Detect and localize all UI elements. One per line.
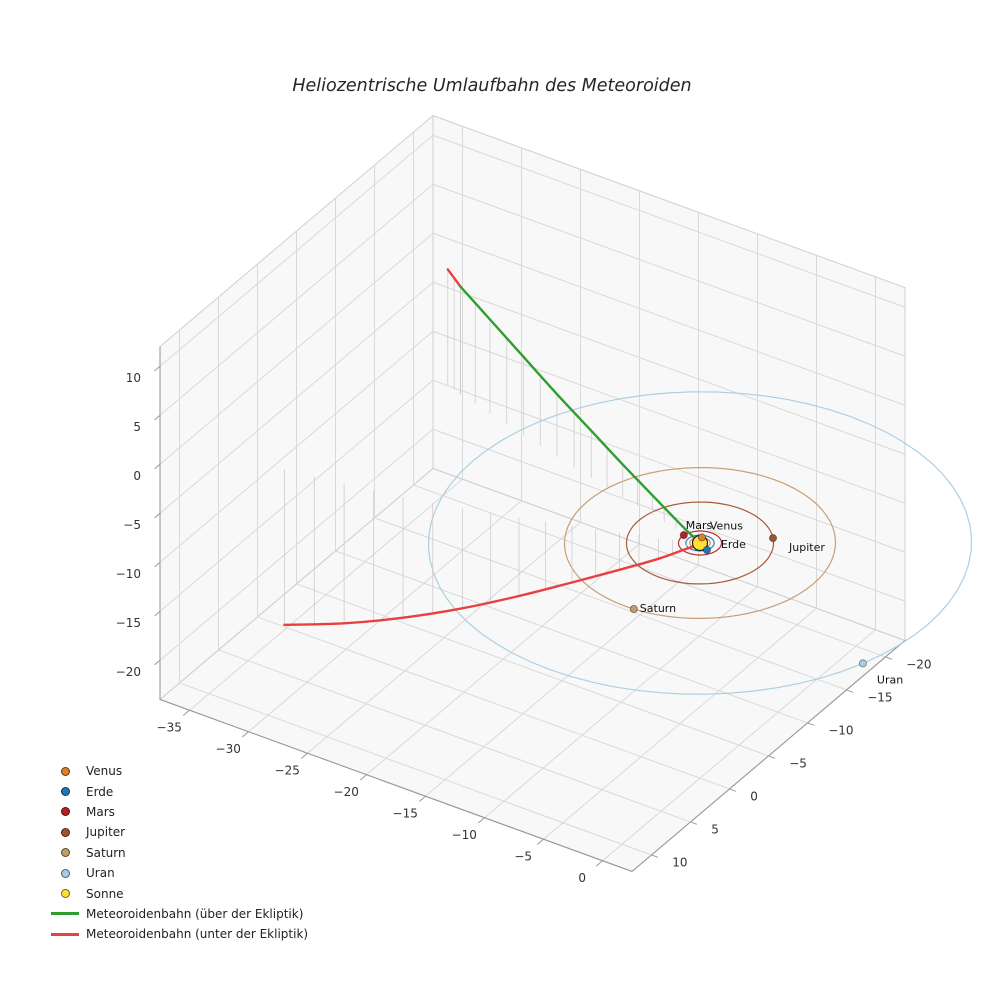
planet-dot-saturn	[629, 605, 638, 614]
legend-item: Erde	[50, 781, 308, 801]
y-tick-label: 10	[672, 855, 687, 869]
legend-label: Venus	[86, 764, 123, 779]
legend-line-swatch	[50, 932, 80, 936]
z-tick-label: 10	[126, 371, 141, 385]
legend-marker-dot	[50, 848, 80, 858]
legend-item: Mars	[50, 802, 308, 822]
legend-label: Jupiter	[86, 825, 126, 840]
legend-line-swatch	[50, 912, 80, 916]
y-tick-label: −20	[906, 657, 931, 671]
x-tick-label: −30	[216, 742, 241, 756]
y-tick-label: −5	[789, 756, 807, 770]
legend-marker-dot	[50, 889, 80, 899]
legend-item: Saturn	[50, 843, 308, 863]
planet-dot-mars	[679, 531, 688, 540]
legend-label: Sonne	[86, 886, 124, 901]
y-tick-label: −10	[828, 723, 853, 737]
legend-item: Meteoroidenbahn (unter der Ekliptik)	[50, 924, 308, 944]
z-tick-label: 5	[133, 420, 141, 434]
legend-item: Meteoroidenbahn (über der Ekliptik)	[50, 904, 308, 924]
orbit-jupiter	[625, 501, 775, 585]
planet-dot-erde	[702, 546, 711, 555]
x-tick-label: −35	[157, 720, 182, 734]
x-tick-label: −25	[275, 763, 300, 777]
legend-label: Mars	[86, 804, 115, 819]
legend: Venus Erde Mars Jupiter Saturn Uran Sonne Meteo…	[50, 761, 308, 945]
z-tick-label: −10	[116, 567, 141, 581]
legend-item: Jupiter	[50, 822, 308, 842]
planet-label-erde: Erde	[721, 538, 746, 551]
legend-label: Uran	[86, 866, 115, 881]
tick-marks	[154, 365, 893, 867]
legend-marker-dot	[50, 787, 80, 797]
planet-label-saturn: Saturn	[640, 602, 676, 615]
planet-dot-venus	[697, 533, 706, 542]
y-tick-label: 0	[750, 789, 758, 803]
trajectory-stems	[283, 269, 688, 625]
planet-dot-jupiter	[769, 534, 778, 543]
planet-label-venus: Venus	[710, 519, 743, 532]
legend-marker-dot	[50, 868, 80, 878]
planet-markers	[629, 531, 867, 668]
chart-title: Heliozentrische Umlaufbahn des Meteoroid…	[292, 76, 692, 96]
x-tick-label: −10	[452, 828, 477, 842]
planet-dot-uran	[858, 659, 867, 668]
x-tick-label: −20	[334, 785, 359, 799]
x-tick-label: −15	[393, 806, 418, 820]
planet-label-mars: Mars	[686, 519, 713, 532]
legend-item: Venus	[50, 761, 308, 781]
meteoroid-path-below-2	[283, 542, 704, 626]
legend-label: Saturn	[86, 845, 126, 860]
x-tick-label: 0	[578, 871, 586, 885]
legend-label: Meteoroidenbahn (über der Ekliptik)	[86, 906, 304, 921]
orbit-saturn	[563, 467, 837, 619]
tick-labels: −35 −30 −25 −20 −15 −10 −5 0 −20 −15 −10 −5 0 5 10 −20 −…	[116, 371, 932, 885]
legend-label: Erde	[86, 784, 114, 799]
legend-marker-dot	[50, 807, 80, 817]
planet-labels: Venus Erde Mars Jupiter Saturn Uran	[640, 519, 903, 686]
meteoroid-path-above-1	[459, 285, 704, 546]
z-tick-label: −15	[116, 616, 141, 630]
legend-marker-dot	[50, 766, 80, 776]
orbit-uran	[427, 391, 973, 695]
grid-lines	[159, 126, 906, 862]
planet-label-jupiter: Jupiter	[788, 541, 825, 554]
legend-item: Sonne	[50, 883, 308, 903]
legend-item: Uran	[50, 863, 308, 883]
legend-marker-dot	[50, 827, 80, 837]
y-tick-label: 5	[711, 822, 719, 836]
y-tick-label: −15	[867, 690, 892, 704]
planet-label-uran: Uran	[877, 673, 903, 686]
z-tick-label: −5	[123, 518, 141, 532]
x-tick-label: −5	[514, 849, 532, 863]
z-tick-label: −20	[116, 665, 141, 679]
meteoroid-trajectory	[283, 268, 704, 626]
legend-label: Meteoroidenbahn (unter der Ekliptik)	[86, 927, 309, 942]
z-tick-label: 0	[133, 469, 141, 483]
